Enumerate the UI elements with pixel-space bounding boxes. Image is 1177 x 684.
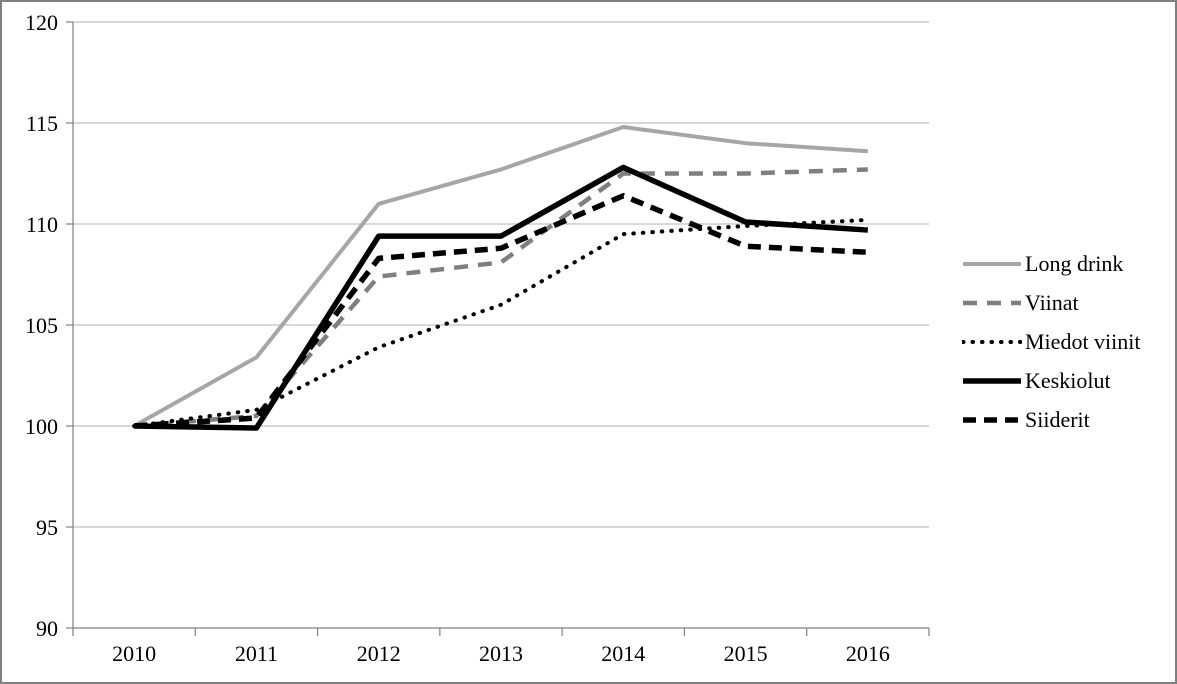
- legend-label: Viinat: [1025, 289, 1079, 315]
- series-line-viinat: [133, 167, 868, 429]
- legend-item-miedot-viinit: Miedot viinit: [962, 322, 1141, 361]
- legend-item-viinat: Viinat: [962, 283, 1141, 322]
- x-axis-tick-label: 2011: [235, 641, 278, 666]
- legend-item-long-drink: Long drink: [962, 244, 1141, 283]
- x-axis-tick-label: 2013: [479, 641, 523, 666]
- legend-item-keskiolut: Keskiolut: [962, 361, 1141, 400]
- y-axis-tick-label: 110: [26, 212, 58, 237]
- y-axis-tick-label: 90: [36, 616, 58, 641]
- legend-label: Siiderit: [1025, 406, 1090, 432]
- x-axis-tick-label: 2014: [601, 641, 645, 666]
- legend-marker-viinat-icon: [963, 300, 1021, 305]
- series-line-miedot-viinit: [132, 217, 870, 428]
- legend: Long drink Viinat Miedot viinit Keskiolut Si…: [962, 244, 1141, 439]
- legend-marker-long-drink-icon: [963, 261, 1021, 266]
- x-axis-tick-label: 2012: [357, 641, 401, 666]
- y-axis-tick-label: 120: [25, 10, 58, 35]
- y-axis-tick-label: 115: [26, 111, 58, 136]
- series-line-siiderit: [133, 192, 868, 429]
- legend-label: Keskiolut: [1025, 367, 1111, 393]
- legend-label: Miedot viinit: [1025, 328, 1141, 354]
- x-axis-tick-label: 2010: [112, 641, 156, 666]
- x-axis-tick-label: 2015: [724, 641, 768, 666]
- series-line-keskiolut: [134, 164, 869, 431]
- series-line-long-drink: [133, 125, 868, 428]
- legend-label: Long drink: [1025, 250, 1124, 276]
- y-axis-tick-label: 105: [25, 313, 58, 338]
- y-axis-tick-label: 95: [36, 515, 58, 540]
- legend-marker-keskiolut-icon: [963, 377, 1021, 384]
- legend-marker-siiderit-icon: [963, 416, 1021, 423]
- y-axis-tick-label: 100: [25, 414, 58, 439]
- legend-item-siiderit: Siiderit: [962, 400, 1141, 439]
- legend-marker-miedot-viinit-icon: [962, 339, 1022, 344]
- x-axis-tick-label: 2016: [846, 641, 890, 666]
